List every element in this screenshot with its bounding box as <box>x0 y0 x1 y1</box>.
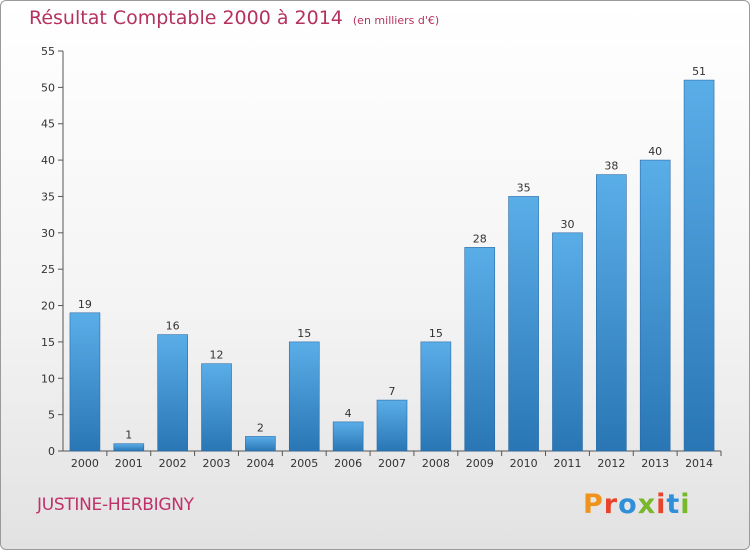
bar <box>201 363 232 452</box>
data-label: 51 <box>692 65 706 78</box>
data-label: 12 <box>210 349 224 362</box>
bar <box>552 232 583 452</box>
logo-letter: t <box>666 489 681 520</box>
x-tick-label: 2003 <box>203 457 231 470</box>
chart-title: Résultat Comptable 2000 à 2014 (en millie… <box>29 7 439 29</box>
bar <box>376 399 408 452</box>
y-tick-label: 45 <box>41 118 55 131</box>
data-label: 40 <box>648 145 662 158</box>
y-tick-label: 0 <box>48 445 55 458</box>
data-label: 38 <box>604 160 618 173</box>
data-label: 7 <box>389 385 396 398</box>
bar <box>420 341 452 452</box>
x-tick-label: 2010 <box>510 457 538 470</box>
x-tick-label: 2001 <box>115 457 143 470</box>
y-tick-label: 30 <box>41 227 55 240</box>
y-tick-label: 10 <box>41 372 55 385</box>
x-tick-label: 2013 <box>641 457 669 470</box>
x-tick-label: 2009 <box>466 457 494 470</box>
x-tick-label: 2000 <box>71 457 99 470</box>
data-label: 15 <box>297 327 311 340</box>
x-tick-label: 2007 <box>378 457 406 470</box>
logo-letter: x <box>637 489 657 520</box>
y-tick-label: 50 <box>41 81 55 94</box>
unit-label: (en milliers d'€) <box>352 14 440 27</box>
y-tick-label: 35 <box>41 190 55 203</box>
x-tick-label: 2011 <box>553 457 581 470</box>
logo-letter: r <box>603 489 619 520</box>
data-label: 4 <box>345 407 352 420</box>
data-label: 28 <box>473 232 487 245</box>
logo-letter: o <box>618 489 638 520</box>
bar <box>596 174 627 452</box>
x-tick-label: 2004 <box>246 457 274 470</box>
y-tick-label: 55 <box>41 45 55 58</box>
proxiti-logo: Proxiti <box>583 489 691 520</box>
bar <box>508 196 539 452</box>
bar <box>245 436 276 452</box>
x-tick-label: 2002 <box>159 457 187 470</box>
bar <box>464 247 496 452</box>
bar <box>69 312 101 452</box>
x-tick-label: 2014 <box>685 457 713 470</box>
data-label: 19 <box>78 298 92 311</box>
title-text: Résultat Comptable 2000 à 2014 <box>29 7 343 29</box>
logo-letter: P <box>583 489 604 520</box>
bar <box>288 341 320 452</box>
x-tick-label: 2005 <box>290 457 318 470</box>
logo-letter: i <box>656 489 667 520</box>
bar <box>113 443 145 452</box>
logo-letter: i <box>680 489 691 520</box>
data-label: 35 <box>517 181 531 194</box>
data-label: 2 <box>257 421 264 434</box>
data-label: 15 <box>429 327 443 340</box>
data-label: 1 <box>125 429 132 442</box>
x-tick-label: 2012 <box>597 457 625 470</box>
data-label: 30 <box>560 218 574 231</box>
y-tick-label: 5 <box>48 409 55 422</box>
bar <box>639 159 671 452</box>
commune-name: JUSTINE-HERBIGNY <box>37 495 194 515</box>
y-tick-label: 15 <box>41 336 55 349</box>
bar <box>157 334 188 452</box>
x-tick-label: 2006 <box>334 457 362 470</box>
y-tick-label: 20 <box>41 300 55 313</box>
x-tick-label: 2008 <box>422 457 450 470</box>
data-label: 16 <box>166 320 180 333</box>
y-tick-label: 25 <box>41 263 55 276</box>
bar <box>332 421 364 452</box>
y-tick-label: 40 <box>41 154 55 167</box>
bar <box>683 79 715 452</box>
